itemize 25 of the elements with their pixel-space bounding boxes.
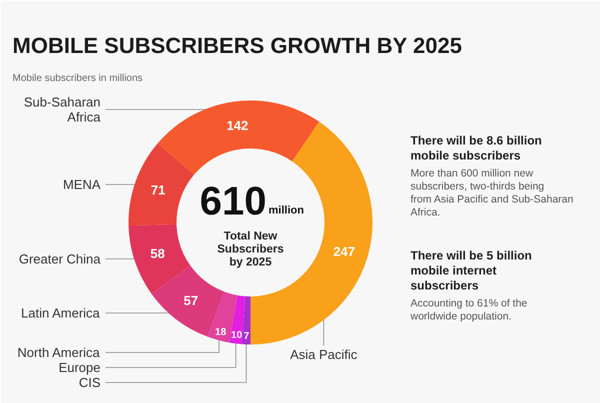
text: There will be 8.6 billion mobile subscribers: [410, 134, 542, 162]
text: Accounting to 61% of the worldwide population.: [410, 298, 528, 322]
slice-label: Europe: [58, 360, 100, 375]
data-label: 57: [184, 292, 198, 308]
slice-label: Greater China: [18, 251, 102, 266]
slice-label: Asia Pacific: [290, 347, 358, 362]
data-label: 10: [231, 330, 243, 342]
data-label: 247: [333, 244, 356, 259]
chart-title: MOBILE SUBSCRIBERS GROWTH BY 2025: [12, 33, 462, 58]
text: There will be 5 billion mobile internet subscribers: [410, 248, 532, 292]
chart-subtitle: Mobile subscribers in millions: [12, 73, 143, 84]
slice-label: MENA: [62, 176, 101, 192]
data-label: 7: [244, 330, 250, 342]
text: Total New Subscribers by 2025: [217, 230, 284, 268]
slice-label: North America: [17, 345, 101, 360]
text: More than 600 million new subscribers, two-thirds being from Asia Pacific and Sub-Saharan Africa.: [410, 168, 574, 218]
data-label: 71: [150, 182, 166, 198]
slice-label: Sub-Saharan Africa: [24, 94, 102, 125]
text: million: [268, 204, 304, 216]
text: 610: [200, 180, 267, 224]
data-label: 142: [226, 118, 248, 133]
data-label: 18: [215, 326, 227, 338]
slice-label: CIS: [78, 375, 101, 390]
data-label: 58: [150, 246, 165, 262]
slice-label: Latin America: [21, 305, 101, 320]
